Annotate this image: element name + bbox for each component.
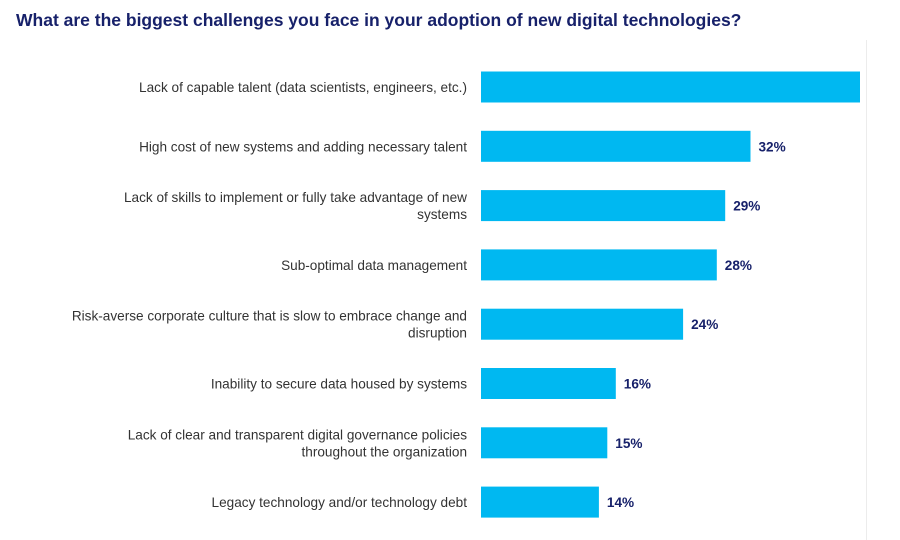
bar-0 xyxy=(481,71,860,103)
right-edge-divider xyxy=(866,40,867,540)
category-label-1: High cost of new systems and adding nece… xyxy=(139,139,467,154)
category-label-6-line-0: Lack of clear and transparent digital go… xyxy=(128,427,467,442)
bar-5 xyxy=(481,368,616,399)
category-label-5: Inability to secure data housed by syste… xyxy=(211,377,467,392)
value-labels-group: 32% 29% 28% 24% 16% 15% 14% xyxy=(607,139,786,510)
bar-1 xyxy=(481,130,751,162)
value-label-4: 24% xyxy=(691,317,718,332)
category-labels-group: Lack of capable talent (data scientists,… xyxy=(72,80,467,510)
category-label-6-line-1: throughout the organization xyxy=(301,444,467,459)
category-label-7: Legacy technology and/or technology debt xyxy=(212,495,468,510)
bar-2 xyxy=(481,190,726,222)
category-label-3: Sub-optimal data management xyxy=(281,258,467,273)
bar-7 xyxy=(481,486,599,518)
value-label-6: 15% xyxy=(615,436,642,451)
category-label-4-line-0: Risk-averse corporate culture that is sl… xyxy=(72,309,467,324)
category-label-2-line-0: Lack of skills to implement or fully tak… xyxy=(124,190,467,205)
value-label-1: 32% xyxy=(759,139,786,154)
value-label-5: 16% xyxy=(624,377,651,392)
bar-4 xyxy=(481,308,684,340)
category-label-0: Lack of capable talent (data scientists,… xyxy=(139,80,467,95)
category-label-2-line-1: systems xyxy=(417,207,467,222)
value-label-7: 14% xyxy=(607,495,634,510)
chart-title: What are the biggest challenges you face… xyxy=(16,10,742,30)
value-label-3: 28% xyxy=(725,258,752,273)
bar-3 xyxy=(481,249,717,281)
category-label-4-line-1: disruption xyxy=(408,326,467,341)
value-label-2: 29% xyxy=(733,199,760,214)
bar-6 xyxy=(481,427,608,459)
bars-group xyxy=(481,71,860,518)
